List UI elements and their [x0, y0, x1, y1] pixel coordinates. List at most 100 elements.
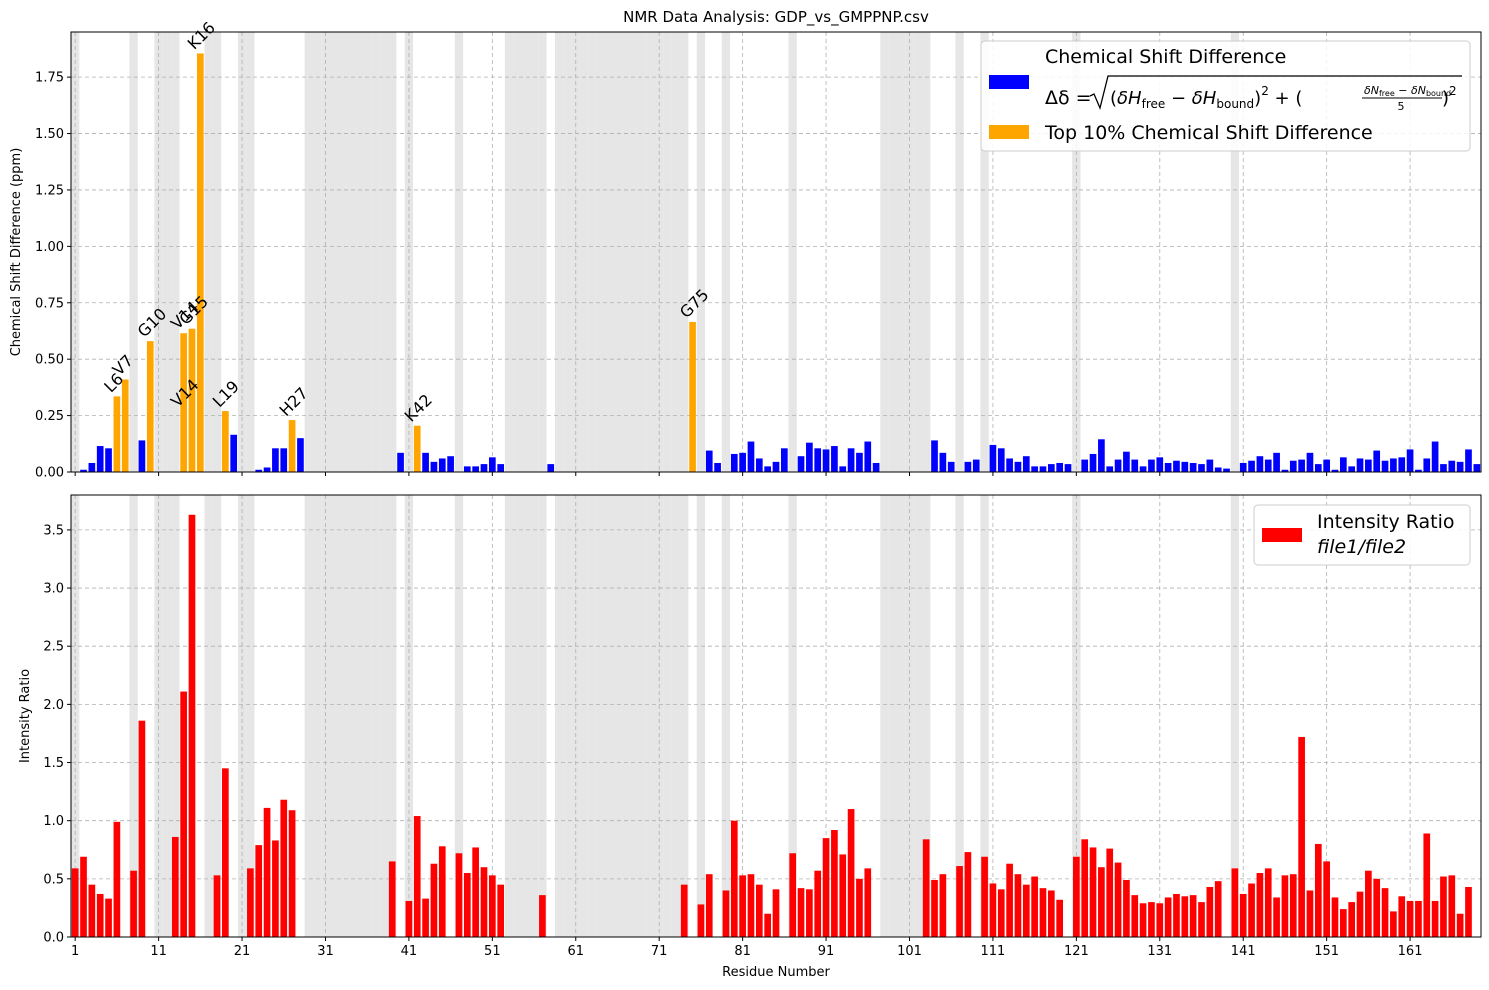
bar-residue-123	[1089, 847, 1097, 937]
bar-residue-80	[730, 820, 738, 937]
bar-residue-136	[1198, 464, 1205, 472]
bar-residue-110	[981, 856, 988, 937]
bar-residue-116	[1031, 876, 1038, 937]
bar-residue-123	[1089, 453, 1097, 472]
bottom-panel: 0.00.51.01.52.02.53.03.5 1 11 21 31 41 51 61 71…	[18, 494, 1482, 980]
bar-residue-90	[814, 870, 822, 937]
missing-residue-shade	[379, 495, 389, 937]
bar-residue-122	[1081, 839, 1089, 937]
missing-residue-shade	[246, 495, 255, 937]
legend-formula-n-den: 5	[1398, 100, 1405, 113]
bar-residue-6	[113, 821, 121, 937]
missing-residue-shade	[680, 32, 689, 472]
bar-residue-151	[1323, 459, 1330, 472]
missing-residue-shade	[579, 32, 589, 472]
bar-residue-142	[1248, 883, 1255, 937]
bar-residue-136	[1198, 902, 1205, 937]
bar-residue-126	[1114, 862, 1122, 937]
missing-residue-shade	[1230, 32, 1240, 472]
bar-residue-2	[80, 469, 87, 472]
bar-residue-91	[822, 449, 830, 472]
top-legend-box	[980, 40, 1471, 152]
missing-residue-shade	[638, 495, 647, 937]
bar-residue-82	[747, 874, 755, 937]
bar-residue-84	[764, 913, 771, 937]
missing-residue-shade	[521, 495, 530, 937]
bar-residue-156	[1365, 870, 1372, 937]
bar-residue-157	[1373, 450, 1381, 472]
missing-residue-shade	[504, 32, 514, 472]
bottom-plot-frame	[70, 494, 1482, 938]
missing-residue-shade	[788, 32, 797, 472]
missing-residue-shade	[880, 495, 889, 937]
bar-residue-50	[480, 464, 488, 472]
bar-residue-157	[1373, 878, 1381, 937]
bar-residue-48	[463, 466, 471, 472]
missing-residue-shade	[513, 32, 522, 472]
bar-residue-143	[1256, 456, 1264, 472]
bar-residue-147	[1289, 874, 1297, 937]
bar-residue-132	[1164, 897, 1172, 937]
bar-residue-124	[1098, 867, 1105, 937]
missing-residue-shade	[212, 495, 222, 937]
bar-residue-57	[539, 895, 546, 937]
y-tick-label: 1.0	[43, 814, 64, 829]
bar-residue-19	[222, 768, 229, 937]
bar-residue-130	[1148, 459, 1155, 472]
x-tick-label: 151	[1314, 944, 1339, 959]
bar-residue-46	[447, 456, 454, 472]
bar-residue-138	[1214, 881, 1222, 937]
bar-residue-78	[714, 462, 721, 472]
y-tick-label: 1.75	[35, 71, 64, 86]
bar-residue-4	[96, 893, 104, 937]
y-tick-label: 1.25	[35, 183, 64, 198]
bar-residue-112	[997, 448, 1005, 472]
bar-residue-116	[1031, 466, 1038, 472]
bottom-x-ticks: 1 11 21 31 41 51 61 71 81 91 101 111 121 131 141 151 161	[71, 937, 1422, 959]
x-tick-label: 161	[1398, 944, 1423, 959]
bar-residue-166	[1448, 460, 1456, 472]
missing-residue-shade	[922, 495, 931, 937]
bar-residue-106	[947, 461, 955, 472]
missing-residue-shade	[563, 495, 572, 937]
bar-residue-42	[413, 816, 421, 937]
bar-residue-162	[1415, 469, 1422, 472]
missing-residue-shade	[329, 32, 338, 472]
bar-residue-119	[1056, 462, 1064, 472]
bar-residue-150	[1314, 464, 1322, 472]
bar-residue-91	[822, 838, 830, 937]
bar-residue-105	[939, 452, 947, 472]
missing-residue-shade	[304, 32, 313, 472]
bar-residue-127	[1123, 880, 1130, 937]
bar-residue-111	[989, 883, 997, 937]
bar-residue-28	[297, 438, 304, 472]
bar-residue-115	[1022, 456, 1030, 472]
missing-residue-shade	[379, 32, 389, 472]
bar-residue-111	[989, 444, 997, 472]
bar-residue-25	[272, 448, 279, 472]
missing-residue-shade	[346, 495, 355, 937]
bar-residue-8	[130, 870, 137, 937]
top-plot-frame	[70, 31, 1482, 473]
missing-residue-shade	[454, 32, 464, 472]
legend-formula-n-num: δNfree − δNbound	[1364, 84, 1451, 98]
bar-residue-163	[1423, 458, 1431, 472]
bar-residue-165	[1440, 876, 1447, 937]
bar-residue-7	[121, 379, 129, 472]
bar-residue-23	[255, 469, 263, 472]
missing-residue-shade	[604, 32, 614, 472]
top-legend: Chemical Shift Difference Δδ = (δHfree −…	[980, 40, 1471, 152]
bar-residue-122	[1081, 459, 1089, 472]
bar-residue-113	[1006, 458, 1013, 472]
bar-residue-118	[1047, 890, 1055, 937]
bar-residue-25	[272, 840, 279, 937]
missing-residue-shade	[955, 32, 964, 472]
bar-residue-76	[697, 904, 705, 937]
bar-residue-19	[222, 411, 229, 472]
missing-residue-shade	[246, 32, 255, 472]
bar-residue-144	[1264, 868, 1272, 937]
bar-residue-114	[1014, 874, 1022, 937]
bar-residue-134	[1181, 461, 1189, 472]
missing-residue-shade	[129, 495, 138, 937]
bar-residue-93	[839, 854, 847, 937]
